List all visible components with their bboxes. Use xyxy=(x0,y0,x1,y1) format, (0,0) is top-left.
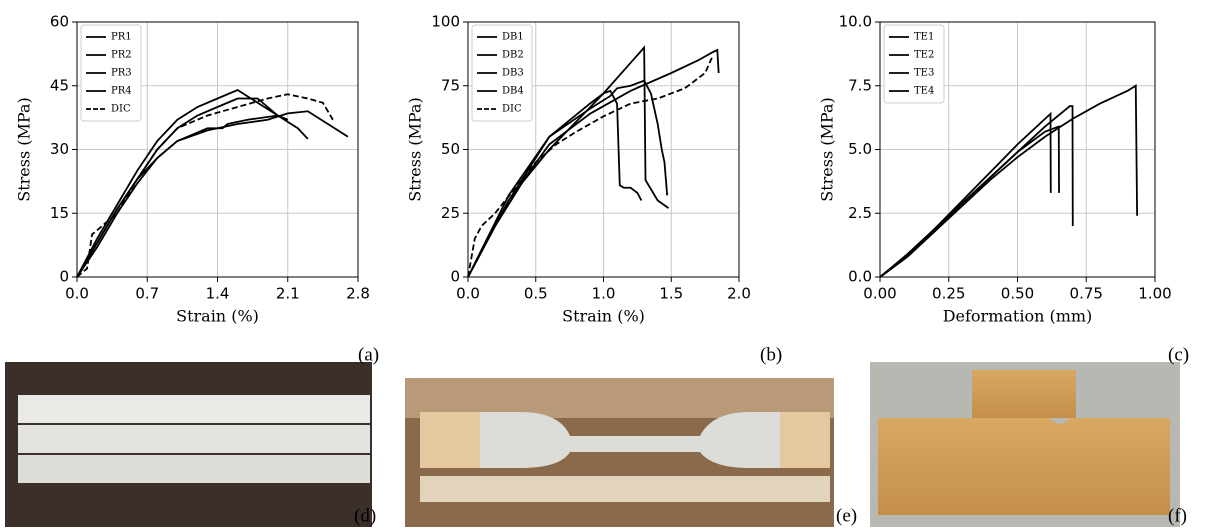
legend-label: DB1 xyxy=(502,32,524,43)
x-tick-label: 0.0 xyxy=(65,285,89,303)
legend-label: DIC xyxy=(111,104,131,115)
y-axis-label: Stress (MPa) xyxy=(15,97,34,201)
data-line xyxy=(467,57,713,278)
legend-label: TE1 xyxy=(914,32,934,43)
x-tick-label: 2.1 xyxy=(276,285,300,303)
x-tick-label: 2.0 xyxy=(727,285,751,303)
panel-label: (e) xyxy=(836,505,857,526)
panel-label: (c) xyxy=(1168,344,1189,365)
plot-frame xyxy=(76,21,359,278)
data-line xyxy=(76,110,349,278)
y-tick-label: 7.5 xyxy=(848,76,872,94)
legend-label: DB4 xyxy=(502,86,524,97)
panel-label: (a) xyxy=(358,344,379,365)
x-axis-label: Deformation (mm) xyxy=(943,307,1093,326)
panel-label: (f) xyxy=(1168,505,1187,526)
x-tick-label: 0.0 xyxy=(456,285,480,303)
data-line xyxy=(467,79,669,278)
panel-label: (b) xyxy=(760,344,782,365)
legend-label: TE3 xyxy=(914,68,934,79)
panel-label: (d) xyxy=(354,505,376,526)
data-line xyxy=(879,111,1052,278)
y-tick-label: 0.0 xyxy=(848,268,872,286)
y-tick-label: 0 xyxy=(450,268,460,286)
x-tick-label: 0.7 xyxy=(135,285,159,303)
data-line xyxy=(879,84,1139,278)
legend-label: PR3 xyxy=(111,68,132,79)
x-tick-label: 2.8 xyxy=(346,285,370,303)
y-tick-label: 0 xyxy=(59,268,69,286)
plot-frame xyxy=(467,21,740,278)
y-tick-label: 15 xyxy=(50,204,69,222)
legend-label: DIC xyxy=(502,104,522,115)
y-tick-label: 10.0 xyxy=(839,13,872,31)
legend-label: PR2 xyxy=(111,50,132,61)
data-line xyxy=(467,48,720,278)
x-axis-label: Strain (%) xyxy=(176,307,259,326)
y-axis-label: Stress (MPa) xyxy=(818,97,837,201)
legend-label: TE4 xyxy=(914,86,934,97)
legend-box xyxy=(80,24,142,122)
x-tick-label: 1.5 xyxy=(659,285,683,303)
y-tick-label: 60 xyxy=(50,13,69,31)
y-tick-label: 50 xyxy=(441,140,460,158)
photo-f xyxy=(870,362,1180,527)
photo-e xyxy=(405,378,834,527)
x-axis-label: Strain (%) xyxy=(562,307,645,326)
data-line xyxy=(76,93,334,278)
x-tick-label: 1.4 xyxy=(206,285,230,303)
y-axis-label: Stress (MPa) xyxy=(406,97,425,201)
x-tick-label: 0.5 xyxy=(524,285,548,303)
legend-label: DB2 xyxy=(502,50,524,61)
y-tick-label: 5.0 xyxy=(848,140,872,158)
x-tick-label: 0.00 xyxy=(863,285,896,303)
y-tick-label: 100 xyxy=(431,13,460,31)
y-tick-label: 45 xyxy=(50,76,69,94)
y-tick-label: 25 xyxy=(441,204,460,222)
plot-frame xyxy=(879,21,1156,278)
x-tick-label: 0.25 xyxy=(932,285,965,303)
y-tick-label: 2.5 xyxy=(848,204,872,222)
legend-label: PR4 xyxy=(111,86,132,97)
x-tick-label: 0.50 xyxy=(1001,285,1034,303)
y-tick-label: 75 xyxy=(441,76,460,94)
legend-label: PR1 xyxy=(111,32,132,43)
legend-box xyxy=(471,24,533,122)
data-line xyxy=(76,97,279,278)
x-tick-label: 1.0 xyxy=(592,285,616,303)
photo-d xyxy=(5,362,372,527)
x-tick-label: 1.00 xyxy=(1138,285,1171,303)
legend-label: DB3 xyxy=(502,68,524,79)
x-tick-label: 0.75 xyxy=(1070,285,1103,303)
data-line xyxy=(76,114,289,278)
data-line xyxy=(879,125,1060,278)
y-tick-label: 30 xyxy=(50,140,69,158)
legend-box xyxy=(883,24,945,104)
legend-label: TE2 xyxy=(914,50,934,61)
